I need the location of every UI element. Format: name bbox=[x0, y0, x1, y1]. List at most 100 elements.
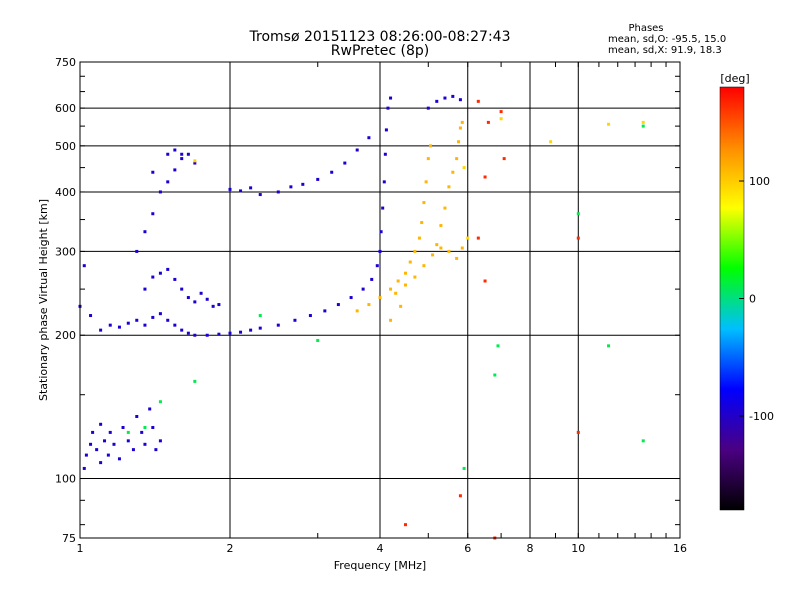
data-point bbox=[166, 267, 170, 271]
data-point bbox=[140, 430, 144, 434]
chart-title: Tromsø 20151123 08:26:00-08:27:43 bbox=[249, 29, 511, 45]
data-point bbox=[89, 442, 93, 446]
data-point bbox=[143, 287, 147, 291]
data-point bbox=[151, 170, 155, 174]
y-tick-label: 600 bbox=[55, 102, 76, 115]
data-point bbox=[417, 236, 421, 240]
data-point bbox=[378, 296, 382, 300]
data-point bbox=[258, 193, 262, 197]
x-tick-label: 4 bbox=[377, 542, 384, 555]
data-point bbox=[499, 117, 503, 121]
colorbar-ticks: 100 0 -100 bbox=[739, 175, 774, 423]
chart-subtitle: RwPretec (8p) bbox=[331, 43, 429, 59]
data-point bbox=[316, 338, 320, 342]
data-point bbox=[117, 457, 121, 461]
data-point bbox=[108, 430, 112, 434]
x-axis-label: Frequency [MHz] bbox=[334, 559, 426, 572]
data-point bbox=[343, 161, 347, 165]
data-point bbox=[117, 325, 121, 329]
data-point bbox=[641, 120, 645, 124]
y-axis-label: Stationary phase Virtual Height [km] bbox=[37, 199, 50, 401]
data-point bbox=[483, 175, 487, 179]
data-point bbox=[293, 318, 297, 322]
data-point bbox=[408, 260, 412, 264]
data-point bbox=[126, 321, 130, 325]
data-point bbox=[205, 297, 209, 301]
y-tick-label: 200 bbox=[55, 329, 76, 342]
data-point bbox=[143, 425, 147, 429]
data-point bbox=[443, 96, 447, 100]
data-point bbox=[462, 166, 466, 170]
data-point bbox=[180, 157, 184, 161]
data-point bbox=[166, 152, 170, 156]
data-point bbox=[455, 256, 459, 260]
data-point bbox=[399, 304, 403, 308]
data-point bbox=[447, 249, 451, 253]
data-point bbox=[143, 323, 147, 327]
data-point bbox=[151, 275, 155, 279]
data-point bbox=[607, 344, 611, 348]
data-point bbox=[443, 206, 447, 210]
data-point bbox=[228, 331, 232, 335]
axes: 1 2 4 6 8 10 16 75 100 200 300 400 500 600 750 bbox=[55, 56, 687, 555]
data-point bbox=[361, 287, 365, 291]
data-point bbox=[483, 279, 487, 283]
data-point bbox=[413, 249, 417, 253]
data-point bbox=[355, 148, 359, 152]
data-point bbox=[355, 309, 359, 313]
data-point bbox=[180, 287, 184, 291]
data-point bbox=[451, 94, 455, 98]
data-point bbox=[386, 106, 390, 110]
data-point bbox=[576, 236, 580, 240]
x-tick-label: 8 bbox=[527, 542, 534, 555]
data-point bbox=[641, 124, 645, 128]
data-point bbox=[426, 106, 430, 110]
data-point bbox=[158, 271, 162, 275]
data-point bbox=[158, 312, 162, 316]
data-point bbox=[486, 120, 490, 124]
data-point bbox=[462, 466, 466, 470]
data-point bbox=[466, 236, 470, 240]
data-point bbox=[420, 221, 424, 225]
grid bbox=[80, 62, 680, 538]
data-point bbox=[186, 152, 190, 156]
data-point bbox=[460, 120, 464, 124]
data-point bbox=[382, 180, 386, 184]
data-point bbox=[186, 296, 190, 300]
data-point bbox=[403, 523, 407, 527]
data-point bbox=[135, 318, 139, 322]
data-point bbox=[166, 318, 170, 322]
data-point bbox=[431, 253, 435, 257]
data-point bbox=[249, 186, 253, 190]
data-point bbox=[451, 170, 455, 174]
data-point bbox=[91, 430, 95, 434]
data-point bbox=[607, 122, 611, 126]
data-point bbox=[103, 439, 107, 443]
data-point bbox=[82, 264, 86, 268]
data-point bbox=[276, 323, 280, 327]
data-point bbox=[499, 110, 503, 114]
data-point bbox=[151, 315, 155, 319]
data-point bbox=[131, 448, 135, 452]
data-point bbox=[173, 168, 177, 172]
data-point bbox=[239, 330, 243, 334]
data-point bbox=[384, 128, 388, 132]
data-point bbox=[239, 189, 243, 193]
data-point bbox=[476, 236, 480, 240]
data-point bbox=[403, 283, 407, 287]
data-point bbox=[323, 309, 327, 313]
data-point bbox=[228, 187, 232, 191]
data-point bbox=[383, 152, 387, 156]
data-point bbox=[460, 246, 464, 250]
data-point bbox=[389, 287, 393, 291]
data-point bbox=[186, 331, 190, 335]
x-tick-label: 10 bbox=[571, 542, 585, 555]
data-point bbox=[258, 326, 262, 330]
data-point bbox=[158, 400, 162, 404]
data-point bbox=[199, 291, 203, 295]
data-point bbox=[121, 425, 125, 429]
data-point bbox=[151, 212, 155, 216]
data-point bbox=[576, 430, 580, 434]
stats-x-line: mean, sd,X: 91.9, 18.3 bbox=[608, 45, 722, 56]
data-point bbox=[126, 430, 130, 434]
